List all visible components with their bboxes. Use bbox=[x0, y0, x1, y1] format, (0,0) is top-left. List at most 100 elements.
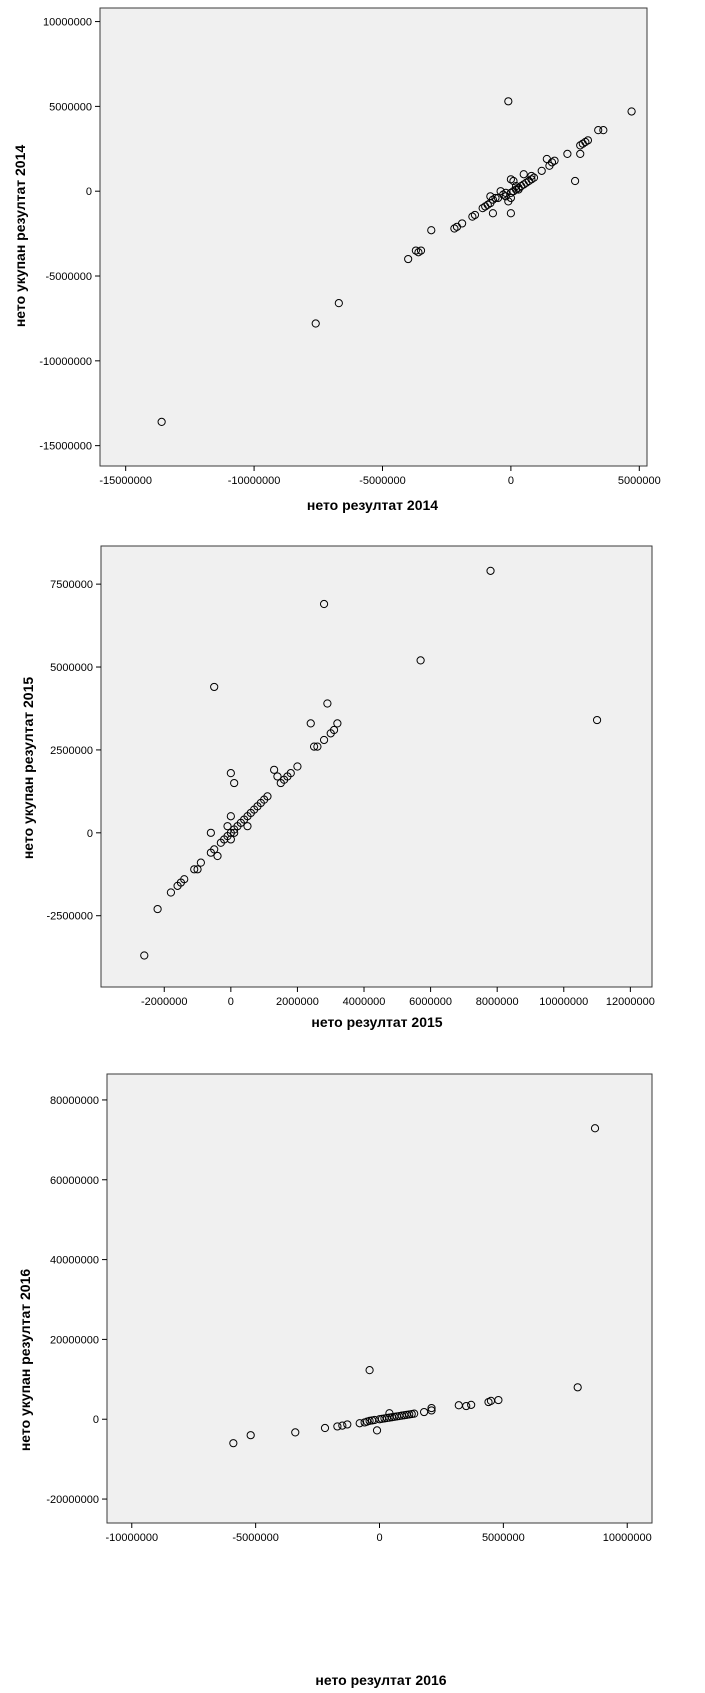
data-point bbox=[230, 778, 239, 788]
y-tick-label: -20000000 bbox=[46, 1494, 99, 1506]
data-point bbox=[333, 719, 342, 728]
data-point bbox=[210, 682, 219, 692]
data-point bbox=[229, 1439, 238, 1448]
data-point bbox=[190, 865, 199, 874]
data-point bbox=[153, 904, 162, 914]
data-point bbox=[230, 828, 239, 837]
data-point bbox=[573, 1383, 582, 1392]
data-point bbox=[246, 1431, 255, 1440]
data-point bbox=[223, 822, 232, 831]
data-point bbox=[157, 417, 166, 426]
y-tick-label: 0 bbox=[86, 186, 92, 198]
y-tick-label: 80000000 bbox=[50, 1095, 99, 1107]
x-tick-label: 2000000 bbox=[276, 996, 319, 1008]
data-point bbox=[627, 107, 636, 116]
scatter-chart-2015: -2000000 0 2000000 4000000 6000000 8000000 100… bbox=[20, 545, 655, 1030]
data-point bbox=[213, 851, 222, 861]
data-point bbox=[483, 200, 492, 209]
y-tick-label: 20000000 bbox=[50, 1334, 99, 1346]
x-tick-label: 5000000 bbox=[482, 1532, 525, 1544]
scatter-chart-2014: -15000000 -10000000 -5000000 0 5000000 -15000… bbox=[12, 7, 661, 513]
data-point bbox=[470, 210, 480, 220]
x-tick-label: 6000000 bbox=[409, 996, 452, 1008]
y-tick-label: 40000000 bbox=[50, 1255, 99, 1267]
data-point bbox=[488, 209, 498, 218]
x-tick-label: 0 bbox=[508, 475, 514, 487]
data-point bbox=[293, 762, 302, 771]
x-tick-label: -10000000 bbox=[228, 475, 281, 487]
y-tick-label: 7500000 bbox=[50, 579, 93, 591]
y-tick-label: 0 bbox=[93, 1414, 99, 1426]
y-tick-label: 60000000 bbox=[50, 1175, 99, 1187]
data-point bbox=[416, 246, 426, 255]
data-point bbox=[506, 209, 515, 218]
x-axis-title: нето резултат 2016 bbox=[315, 1672, 446, 1688]
x-tick-label: 5000000 bbox=[618, 475, 661, 487]
data-point bbox=[527, 171, 536, 181]
plot-area bbox=[100, 545, 653, 988]
data-point bbox=[486, 192, 495, 201]
data-point bbox=[226, 812, 235, 821]
y-axis-title: нето укупан резултат 2015 bbox=[20, 677, 36, 860]
data-point bbox=[334, 299, 343, 308]
data-point bbox=[590, 1124, 600, 1133]
x-axis-title: нето резултат 2014 bbox=[307, 497, 438, 513]
data-point bbox=[547, 158, 557, 167]
data-point bbox=[140, 951, 149, 960]
y-axis-title: нето укупан резултат 2016 bbox=[17, 1269, 33, 1452]
data-point bbox=[338, 1421, 347, 1430]
data-point bbox=[206, 828, 215, 837]
data-point bbox=[599, 126, 608, 135]
data-point bbox=[468, 212, 477, 221]
data-point bbox=[180, 875, 189, 884]
data-point bbox=[193, 865, 202, 874]
data-point bbox=[343, 1420, 352, 1429]
data-point bbox=[320, 1423, 330, 1433]
data-point bbox=[462, 1401, 471, 1411]
data-point bbox=[385, 1409, 394, 1418]
x-axis-title: нето резултат 2015 bbox=[311, 1014, 442, 1030]
y-tick-label: 10000000 bbox=[43, 17, 92, 29]
data-point bbox=[319, 599, 329, 609]
data-point bbox=[499, 190, 508, 199]
data-point bbox=[419, 1407, 429, 1417]
data-point bbox=[427, 1406, 436, 1415]
x-tick-label: 12000000 bbox=[606, 996, 655, 1008]
data-point bbox=[286, 769, 295, 778]
data-point bbox=[563, 149, 572, 158]
y-tick-label: -2500000 bbox=[47, 911, 94, 923]
data-point bbox=[313, 742, 322, 751]
data-point bbox=[329, 725, 339, 735]
data-point bbox=[427, 1403, 436, 1413]
data-point bbox=[166, 888, 176, 897]
data-point bbox=[243, 822, 252, 831]
y-tick-label: -10000000 bbox=[39, 356, 92, 368]
data-point bbox=[506, 175, 515, 184]
data-point bbox=[273, 772, 282, 781]
data-point bbox=[226, 769, 235, 778]
data-point bbox=[550, 156, 559, 165]
data-point bbox=[411, 246, 420, 255]
data-point bbox=[263, 792, 272, 801]
data-point bbox=[486, 566, 495, 575]
data-point bbox=[519, 170, 528, 179]
data-point bbox=[514, 185, 523, 194]
data-point bbox=[306, 719, 315, 728]
data-point bbox=[504, 97, 513, 106]
x-tick-label: -5000000 bbox=[359, 475, 406, 487]
data-point bbox=[494, 1395, 503, 1405]
data-point bbox=[491, 193, 500, 203]
data-point bbox=[309, 742, 319, 751]
data-point bbox=[583, 136, 593, 145]
data-point bbox=[365, 1366, 374, 1375]
data-point bbox=[319, 735, 329, 745]
data-point bbox=[270, 765, 279, 774]
x-tick-label: 10000000 bbox=[539, 996, 588, 1008]
data-point bbox=[581, 137, 590, 147]
data-point bbox=[226, 835, 235, 844]
y-tick-label: 5000000 bbox=[50, 662, 93, 674]
scatter-chart-2016: -10000000 -5000000 0 5000000 10000000 -200000… bbox=[17, 1073, 653, 1688]
data-point bbox=[527, 175, 536, 184]
data-point bbox=[355, 1419, 364, 1428]
x-tick-label: -10000000 bbox=[105, 1532, 158, 1544]
